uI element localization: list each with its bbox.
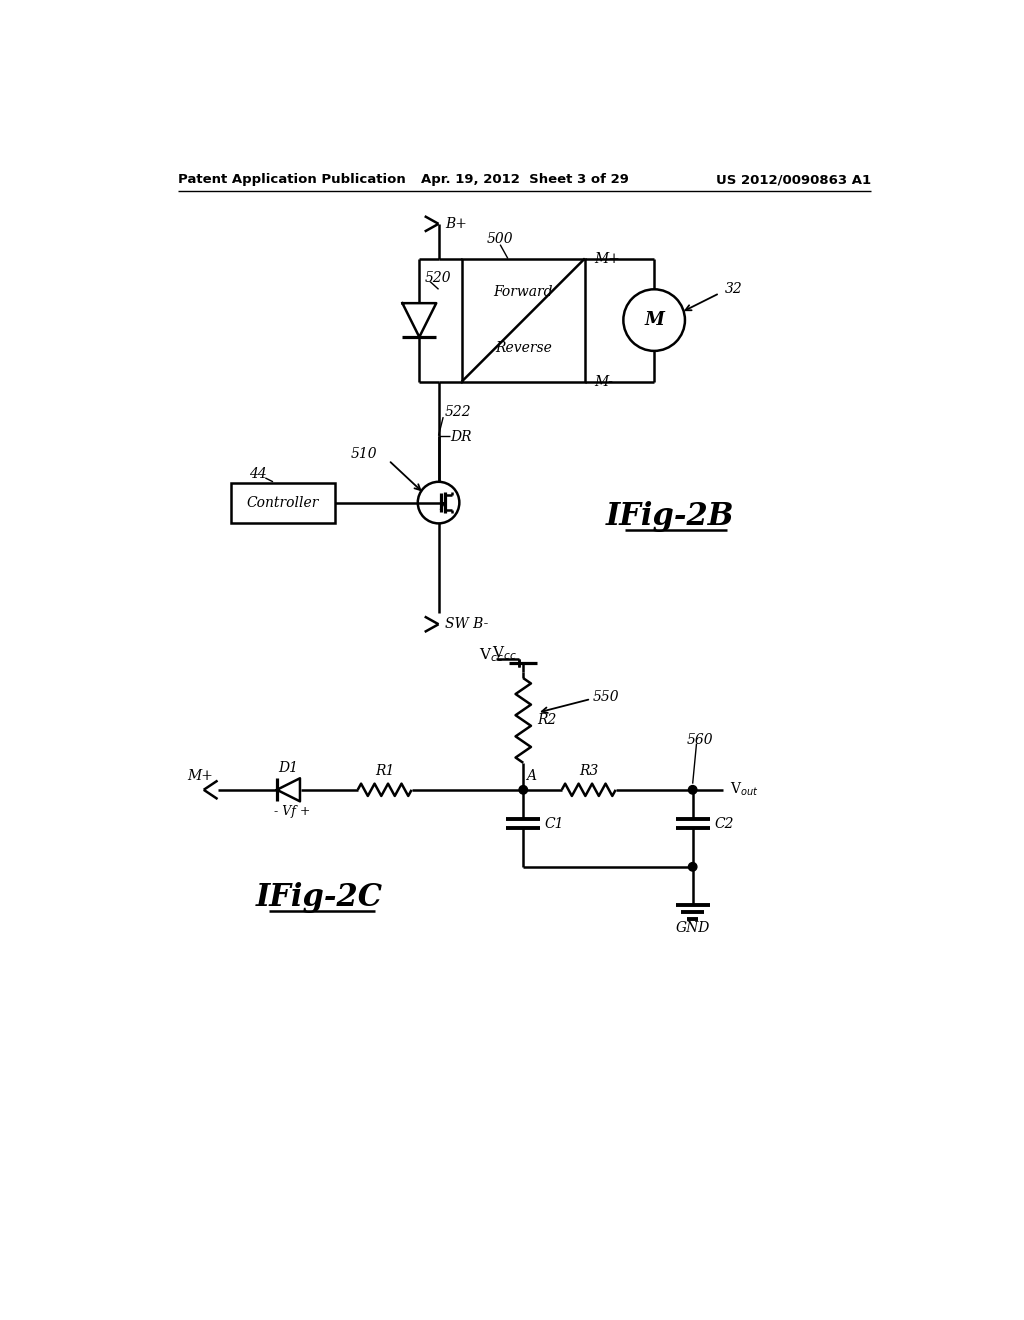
Text: R2: R2 (538, 714, 556, 727)
Bar (462, 259, 585, 381)
Text: R1: R1 (375, 763, 394, 777)
Circle shape (688, 785, 697, 795)
Text: Apr. 19, 2012  Sheet 3 of 29: Apr. 19, 2012 Sheet 3 of 29 (421, 173, 629, 186)
Text: Controller: Controller (247, 495, 318, 510)
Text: 520: 520 (425, 271, 452, 285)
Text: 550: 550 (593, 690, 620, 705)
Text: D1: D1 (279, 762, 298, 775)
Text: B+: B+ (444, 216, 467, 231)
Text: M+: M+ (594, 252, 620, 265)
Text: US 2012/0090863 A1: US 2012/0090863 A1 (716, 173, 871, 186)
Text: C2: C2 (714, 817, 734, 830)
Text: 510: 510 (350, 447, 377, 461)
Text: V$_{cc}$: V$_{cc}$ (493, 644, 517, 661)
Text: V$_{out}$: V$_{out}$ (730, 781, 758, 799)
Text: C1: C1 (545, 817, 564, 830)
Text: V$_{cc}$: V$_{cc}$ (479, 647, 504, 664)
Text: DR: DR (451, 430, 472, 444)
Text: 32: 32 (725, 282, 742, 296)
Text: Patent Application Publication: Patent Application Publication (178, 173, 407, 186)
Text: GND: GND (676, 921, 710, 936)
Circle shape (688, 862, 697, 871)
Text: Forward: Forward (494, 285, 553, 298)
Text: 522: 522 (444, 405, 471, 420)
Circle shape (519, 785, 527, 795)
Text: M: M (644, 312, 665, 329)
Text: IFig-2B: IFig-2B (605, 502, 734, 532)
Text: R3: R3 (579, 763, 598, 777)
Text: IFig-2C: IFig-2C (256, 882, 383, 913)
Text: Reverse: Reverse (495, 342, 552, 355)
Text: - Vf +: - Vf + (274, 805, 310, 818)
Text: SW B-: SW B- (444, 618, 488, 631)
Text: M+: M+ (187, 770, 213, 783)
Text: M-: M- (594, 375, 613, 388)
Text: A: A (526, 770, 536, 783)
Text: 500: 500 (486, 232, 513, 247)
Bar (230, 483, 335, 523)
Text: 560: 560 (687, 733, 714, 747)
Text: 44: 44 (249, 467, 266, 480)
